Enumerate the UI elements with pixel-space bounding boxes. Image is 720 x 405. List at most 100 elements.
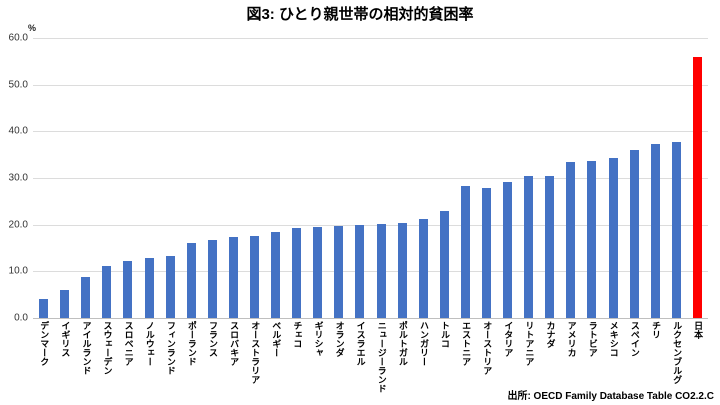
bar-slot — [223, 38, 244, 318]
x-axis-label: ハンガリー — [418, 321, 429, 366]
bar — [608, 157, 618, 318]
x-axis-label: デンマーク — [39, 321, 50, 366]
x-label-slot: ギリシャ — [307, 321, 328, 404]
y-axis-tick-label: 10.0 — [8, 265, 28, 277]
x-axis-label: アイルランド — [81, 321, 92, 375]
x-axis-label: カナダ — [545, 321, 556, 348]
x-label-slot: ポルトガル — [392, 321, 413, 404]
bar — [186, 242, 196, 318]
bar — [460, 186, 470, 318]
bar — [228, 236, 238, 318]
bars — [33, 38, 708, 318]
bar-slot — [434, 38, 455, 318]
bar — [81, 276, 91, 318]
x-axis-label: アメリカ — [566, 321, 577, 357]
bar — [102, 265, 112, 318]
gridline — [33, 131, 708, 133]
x-axis-label: イスラエル — [355, 321, 366, 366]
bar-slot — [265, 38, 286, 318]
gridline — [33, 178, 708, 179]
x-label-slot: スウェーデン — [96, 321, 117, 404]
bar — [397, 222, 407, 318]
chart-title: 図3: ひとり親世帯の相対的貧困率 — [246, 6, 474, 23]
x-axis-label: ニュージーランド — [376, 321, 387, 393]
bar — [60, 289, 70, 318]
x-label-slot: オーストラリア — [244, 321, 265, 404]
x-label-slot: ポーランド — [181, 321, 202, 404]
x-label-slot: カナダ — [539, 321, 560, 404]
gridline — [33, 224, 708, 226]
bar-slot — [286, 38, 307, 318]
bar — [271, 232, 281, 318]
y-axis-tick-label: 20.0 — [8, 219, 28, 231]
bar-slot — [181, 38, 202, 318]
x-label-slot: メキシコ — [603, 321, 624, 404]
bar-slot — [624, 38, 645, 318]
x-label-slot: ラトビア — [581, 321, 602, 404]
bar-slot — [117, 38, 138, 318]
x-label-slot: スペイン — [624, 321, 645, 404]
x-axis-label: スロバキア — [229, 321, 240, 366]
x-axis-label: ノルウェー — [144, 321, 155, 366]
x-axis-label: スウェーデン — [102, 321, 113, 375]
bar-slot — [413, 38, 434, 318]
x-label-slot: オランダ — [328, 321, 349, 404]
x-axis-label: 日本 — [693, 321, 704, 339]
gridline — [33, 84, 708, 86]
bar — [650, 143, 660, 318]
bar-slot — [160, 38, 181, 318]
bar — [207, 240, 217, 318]
x-label-slot: イギリス — [54, 321, 75, 404]
bar — [355, 224, 365, 318]
x-axis-label: リトアニア — [524, 321, 535, 366]
bar — [376, 223, 386, 318]
x-label-slot: デンマーク — [33, 321, 54, 404]
x-label-slot: ルクセンブルグ — [666, 321, 687, 404]
bar-slot — [666, 38, 687, 318]
x-label-slot: ノルウェー — [138, 321, 159, 404]
x-axis-label: ルクセンブルグ — [672, 321, 683, 384]
bar — [545, 175, 555, 318]
x-axis-label: ポーランド — [186, 321, 197, 366]
x-axis-label: エストニア — [461, 321, 472, 366]
bar — [292, 228, 302, 318]
x-axis-label: メキシコ — [608, 321, 619, 357]
gridline — [33, 271, 708, 273]
bar — [671, 141, 681, 318]
bar-slot — [539, 38, 560, 318]
bar — [566, 161, 576, 318]
bar — [418, 219, 428, 318]
gridline — [33, 318, 708, 319]
x-axis-label: チリ — [650, 321, 661, 339]
x-axis-label: スロベニア — [123, 321, 134, 366]
bar-slot — [96, 38, 117, 318]
x-label-slot: イタリア — [497, 321, 518, 404]
gridline — [33, 38, 708, 39]
bar — [313, 226, 323, 318]
bar — [165, 256, 175, 318]
x-label-slot: アイルランド — [75, 321, 96, 404]
x-axis-labels: デンマーク イギリス アイルランド スウェーデン スロベニア ノルウェー フィンランド ポーラ… — [33, 321, 708, 404]
x-axis-label: イタリア — [503, 321, 514, 357]
bar-slot — [476, 38, 497, 318]
bar — [39, 298, 49, 318]
bar-slot — [328, 38, 349, 318]
bar — [524, 176, 534, 318]
bar-slot — [307, 38, 328, 318]
bar-slot — [392, 38, 413, 318]
y-axis-labels: 60.0 50.0 40.0 30.0 20.0 10.0 0.0 — [0, 33, 29, 324]
bar — [503, 182, 513, 318]
bar-slot — [75, 38, 96, 318]
y-axis-unit-label: % — [28, 23, 37, 33]
bar — [482, 187, 492, 318]
x-label-slot: アメリカ — [560, 321, 581, 404]
bar-slot — [518, 38, 539, 318]
bar-slot — [687, 38, 708, 318]
bar-slot — [138, 38, 159, 318]
y-axis-tick-label: 60.0 — [8, 32, 28, 44]
x-label-slot: エストニア — [455, 321, 476, 404]
x-axis-label: ギリシャ — [313, 321, 324, 357]
bar-slot — [581, 38, 602, 318]
x-label-slot: ベルギー — [265, 321, 286, 404]
